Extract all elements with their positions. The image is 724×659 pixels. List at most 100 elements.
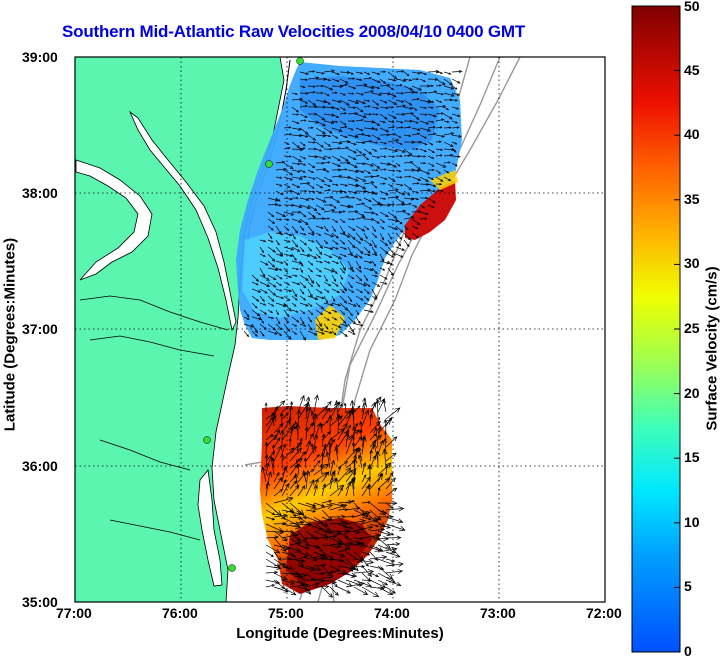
- velocity-arrow-head: [319, 149, 323, 152]
- velocity-arrow-head: [391, 252, 396, 256]
- velocity-arrow-head: [309, 327, 313, 331]
- velocity-arrow-head: [415, 226, 419, 229]
- velocity-arrow-head: [336, 115, 340, 119]
- velocity-arrow-head: [291, 553, 297, 558]
- velocity-arrow-head: [295, 484, 300, 490]
- velocity-arrow: [387, 126, 395, 129]
- velocity-arrow: [321, 516, 330, 521]
- velocity-arrow: [353, 523, 363, 531]
- colorbar-tick-label: 15: [684, 449, 700, 465]
- north-hotspot-edge: [430, 170, 458, 190]
- station-marker: [228, 564, 236, 572]
- velocity-arrow-head: [272, 444, 275, 448]
- velocity-arrow: [385, 558, 395, 562]
- velocity-arrow: [355, 154, 366, 157]
- velocity-arrow-head: [347, 480, 352, 487]
- velocity-arrow: [451, 162, 458, 167]
- velocity-arrow-head: [373, 426, 380, 434]
- velocity-arrow: [323, 141, 331, 147]
- velocity-arrow-head: [372, 591, 380, 598]
- velocity-arrow: [358, 455, 363, 469]
- velocity-arrow: [355, 162, 365, 165]
- velocity-arrow: [283, 197, 293, 200]
- velocity-arrow: [297, 551, 309, 557]
- velocity-arrow-head: [362, 397, 367, 403]
- velocity-arrow: [377, 509, 387, 514]
- velocity-arrow-head: [262, 334, 265, 337]
- velocity-arrow-head: [305, 221, 309, 226]
- velocity-arrow-head: [361, 202, 366, 206]
- velocity-arrow-head: [350, 478, 356, 485]
- velocity-arrow: [289, 464, 298, 476]
- velocity-arrow: [331, 246, 339, 250]
- velocity-arrow-head: [314, 582, 320, 587]
- velocity-arrow-head: [272, 249, 276, 253]
- velocity-arrow-head: [296, 447, 303, 454]
- velocity-arrow-head: [265, 481, 270, 487]
- velocity-arrow-head: [345, 467, 352, 474]
- velocity-arrow: [331, 127, 343, 132]
- velocity-arrow-head: [352, 77, 356, 80]
- velocity-arrow: [339, 99, 350, 106]
- velocity-arrow-head: [289, 254, 294, 258]
- velocity-arrow: [339, 274, 343, 280]
- velocity-arrow-head: [370, 163, 374, 167]
- velocity-arrow-head: [297, 248, 301, 252]
- velocity-arrow: [395, 162, 401, 167]
- velocity-arrow-head: [351, 574, 356, 578]
- velocity-arrow: [355, 84, 367, 87]
- velocity-arrow-head: [309, 319, 312, 323]
- velocity-arrow: [251, 295, 259, 302]
- velocity-arrow-head: [448, 161, 452, 164]
- velocity-arrow-head: [369, 413, 373, 418]
- velocity-arrow-head: [326, 407, 331, 413]
- velocity-arrow-head: [288, 437, 292, 442]
- velocity-arrow: [352, 477, 355, 490]
- velocity-arrow-head: [285, 406, 290, 410]
- velocity-arrow: [267, 246, 276, 253]
- velocity-arrow-head: [293, 480, 297, 485]
- velocity-arrow-head: [274, 331, 278, 335]
- velocity-arrow: [403, 183, 412, 191]
- velocity-arrow-head: [321, 130, 327, 135]
- velocity-arrow: [403, 85, 413, 91]
- velocity-arrow-head: [358, 304, 361, 308]
- velocity-arrow: [323, 70, 335, 73]
- velocity-arrow-head: [360, 250, 364, 255]
- velocity-arrow: [371, 175, 380, 178]
- velocity-arrow-head: [349, 266, 353, 271]
- velocity-arrow: [363, 225, 369, 230]
- station-marker: [203, 436, 211, 444]
- velocity-arrow-head: [400, 154, 403, 158]
- velocity-arrow-head: [329, 87, 334, 91]
- velocity-arrow: [363, 274, 369, 281]
- velocity-arrow-head: [303, 163, 307, 166]
- velocity-arrow-head: [323, 463, 330, 470]
- velocity-arrow: [395, 218, 403, 225]
- velocity-arrow-head: [417, 154, 421, 158]
- velocity-arrow: [403, 176, 411, 178]
- velocity-arrow: [331, 253, 342, 260]
- velocity-arrow: [299, 105, 308, 108]
- velocity-arrow-head: [361, 564, 366, 568]
- velocity-arrow: [307, 211, 315, 218]
- velocity-arrow-head: [298, 127, 302, 131]
- velocity-arrow: [371, 99, 379, 106]
- velocity-arrow: [291, 134, 302, 137]
- velocity-arrow: [299, 155, 306, 160]
- velocity-arrow: [289, 558, 305, 562]
- velocity-arrow-head: [315, 536, 320, 541]
- velocity-arrow: [435, 119, 444, 122]
- velocity-arrow-head: [294, 257, 297, 261]
- velocity-arrow-head: [398, 506, 405, 512]
- velocity-arrow: [283, 169, 293, 176]
- velocity-arrow: [363, 155, 369, 160]
- velocity-arrow: [315, 168, 326, 171]
- velocity-arrow: [355, 127, 363, 131]
- velocity-arrow: [347, 281, 353, 288]
- velocity-arrow: [363, 105, 370, 108]
- velocity-arrow: [345, 435, 354, 455]
- velocity-arrow: [355, 203, 365, 206]
- velocity-arrow-head: [345, 146, 350, 150]
- velocity-arrow-head: [277, 321, 281, 325]
